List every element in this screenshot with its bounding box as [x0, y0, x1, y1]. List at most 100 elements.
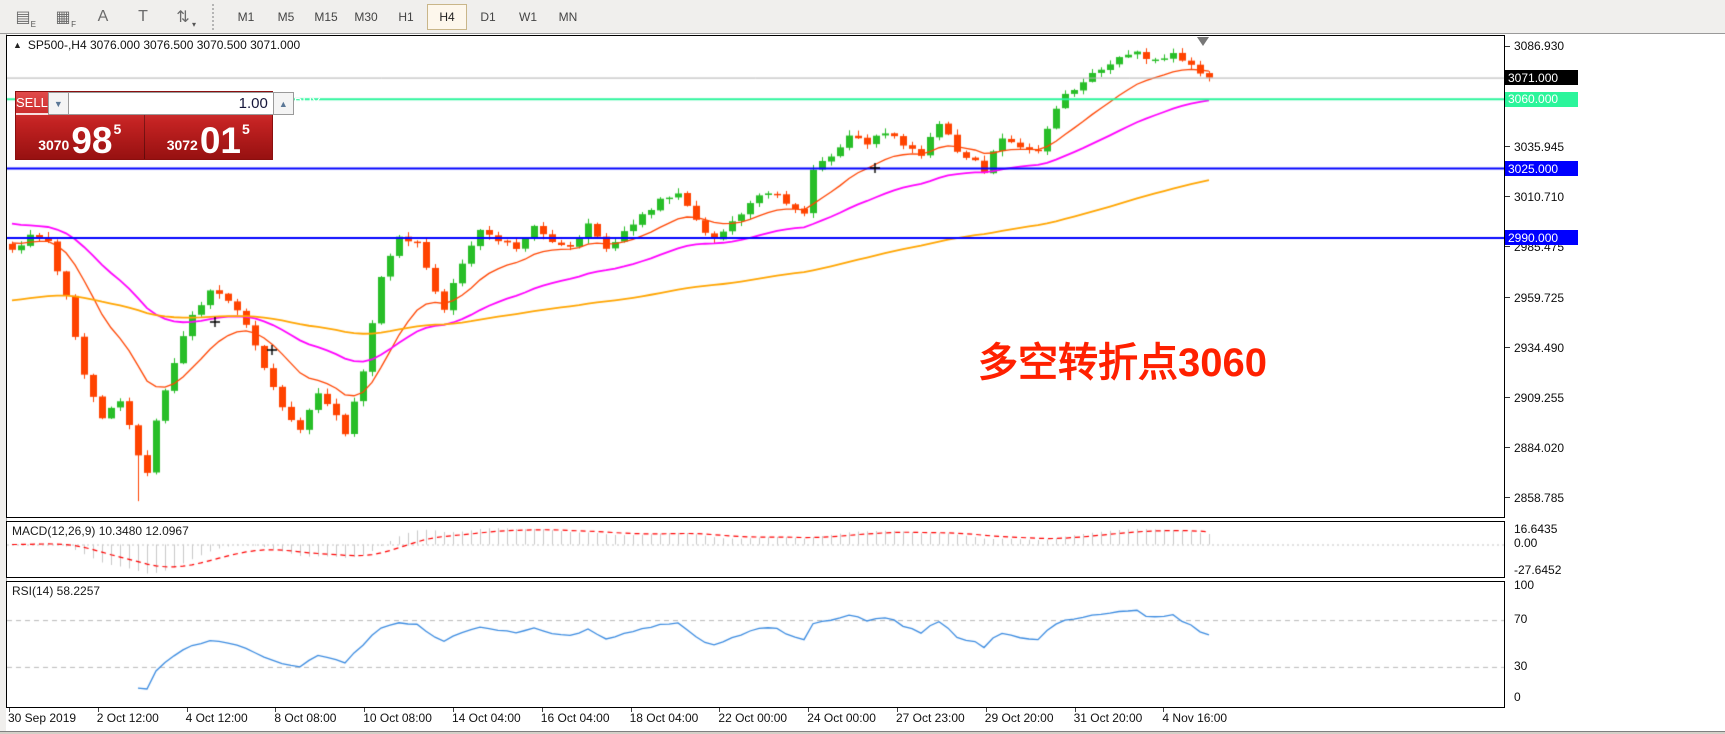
chart-style-icon-sub: E — [30, 19, 36, 29]
price-axis-tick — [1505, 397, 1510, 399]
time-axis-label: 14 Oct 04:00 — [452, 711, 521, 725]
price-axis-label: 3010.710 — [1514, 189, 1565, 204]
timeframe-m30[interactable]: M30 — [354, 9, 378, 24]
time-axis-label: 27 Oct 23:00 — [896, 711, 965, 725]
price-axis-label: 2884.020 — [1514, 440, 1565, 455]
price-axis-label: 2934.490 — [1514, 340, 1565, 355]
time-axis-label: 4 Nov 16:00 — [1162, 711, 1228, 725]
symbol-ohlc-text: SP500-,H4 3076.000 3076.500 3070.500 307… — [27, 38, 301, 52]
price-axis-label: 2909.255 — [1514, 390, 1565, 405]
volume-decrease-button[interactable]: ▼ — [47, 92, 69, 115]
order-tool-icon[interactable]: ⇅ ▾ — [170, 5, 196, 29]
price-level-box: 3060.000 — [1505, 91, 1578, 107]
indicator-axis-label: 0.00 — [1514, 536, 1538, 550]
price-level-box: 3071.000 — [1505, 70, 1578, 86]
time-axis-tick — [719, 708, 721, 712]
indicator-list-icon-sub: F — [71, 19, 76, 29]
macd-panel: MACD(12,26,9) 10.3480 12.0967 — [6, 521, 1505, 578]
time-axis-tick — [453, 708, 454, 712]
time-axis-tick — [1163, 708, 1165, 712]
trade-widget-price-row: 3070 98 5 3072 01 5 — [16, 115, 272, 159]
bid-pip-sup: 5 — [113, 121, 122, 137]
order-tool-icon-glyph: ⇅ — [176, 8, 190, 26]
timeframe-h4[interactable]: H4 — [427, 3, 467, 30]
timeframe-h1[interactable]: H1 — [398, 9, 414, 24]
macd-label: MACD(12,26,9) 10.3480 12.0967 — [12, 524, 189, 538]
text-tool-icon[interactable]: A — [90, 5, 116, 29]
toolbar-separator — [212, 3, 215, 30]
time-axis-tick — [186, 708, 188, 712]
price-axis-tick — [1505, 196, 1510, 198]
price-axis-label: 3086.930 — [1514, 39, 1565, 54]
time-axis-label: 24 Oct 00:00 — [807, 711, 876, 725]
rsi-label: RSI(14) 58.2257 — [12, 584, 101, 598]
ask-main-digits: 01 — [199, 119, 241, 161]
text-tool-icon-glyph: A — [97, 7, 109, 25]
price-axis-tick — [1505, 45, 1510, 47]
collapse-arrow-icon[interactable]: ▲ — [13, 40, 22, 50]
rsi-panel: RSI(14) 58.2257 — [6, 581, 1505, 708]
bid-price[interactable]: 3070 98 5 — [16, 115, 145, 159]
timeframe-w1[interactable]: W1 — [519, 9, 537, 24]
price-axis-tick — [1505, 246, 1510, 248]
time-axis-tick — [985, 708, 987, 712]
text-label-tool-icon[interactable]: T — [130, 5, 156, 29]
macd-canvas[interactable] — [7, 522, 1504, 577]
chart-style-icon[interactable]: ▤ E — [10, 5, 36, 29]
time-axis-tick — [897, 708, 898, 712]
one-click-trading-widget: SELL ▼ ▲ BUY 3070 98 5 3072 01 5 — [15, 91, 321, 160]
bid-main-digits: 98 — [71, 119, 113, 161]
volume-increase-button[interactable]: ▲ — [272, 92, 294, 115]
timeframe-m15[interactable]: M15 — [314, 9, 338, 24]
indicator-axis-label: 16.6435 — [1514, 522, 1558, 536]
ask-prefix: 3072 — [166, 137, 198, 153]
timeframe-m1[interactable]: M1 — [237, 9, 255, 24]
time-axis-label: 22 Oct 00:00 — [718, 711, 788, 725]
indicator-list-icon[interactable]: ▦ F — [50, 5, 76, 29]
sell-button[interactable]: SELL — [16, 92, 48, 115]
time-axis-tick — [1074, 708, 1076, 712]
time-axis-label: 18 Oct 04:00 — [629, 711, 699, 725]
volume-input[interactable] — [68, 92, 273, 115]
indicator-axis-label: 0 — [1514, 690, 1521, 704]
ask-price[interactable]: 3072 01 5 — [145, 115, 273, 159]
price-axis[interactable]: 3086.930 3035.945 3010.710 2985.475 2959.725… — [1505, 35, 1725, 732]
price-axis-label: 3035.945 — [1514, 139, 1565, 154]
price-axis-tick — [1505, 146, 1510, 148]
window-bottom-edge — [0, 731, 1725, 734]
time-axis-label: 16 Oct 04:00 — [540, 711, 610, 725]
time-axis-tick — [630, 708, 632, 712]
ask-pip-sup: 5 — [242, 121, 250, 137]
price-axis-tick — [1505, 347, 1510, 349]
rsi-canvas[interactable] — [7, 582, 1504, 707]
price-axis-tick — [1505, 297, 1510, 299]
trade-widget-top-row: SELL ▼ ▲ BUY — [16, 92, 321, 115]
time-axis-tick — [9, 708, 10, 712]
price-axis-label: 2959.725 — [1514, 290, 1565, 305]
price-axis-label: 2858.785 — [1514, 490, 1565, 505]
time-axis-tick — [97, 708, 99, 712]
chart-shift-marker-icon[interactable] — [1197, 37, 1209, 46]
time-axis-tick — [541, 708, 543, 712]
price-axis-tick — [1505, 447, 1510, 449]
timeframe-m5[interactable]: M5 — [277, 9, 295, 24]
main-chart-panel: ▲ SP500-,H4 3076.000 3076.500 3070.500 3… — [6, 35, 1505, 518]
indicator-axis-label: 70 — [1514, 612, 1528, 626]
time-axis[interactable]: 30 Sep 2019 2 Oct 12:00 4 Oct 12:00 8 Oct 0… — [6, 708, 1505, 731]
time-axis-tick — [808, 708, 810, 712]
buy-button[interactable]: BUY — [293, 92, 321, 115]
time-axis-label: 31 Oct 20:00 — [1073, 711, 1143, 725]
timeframe-d1[interactable]: D1 — [480, 9, 496, 24]
symbol-info: ▲ SP500-,H4 3076.000 3076.500 3070.500 3… — [13, 38, 300, 52]
timeframe-mn[interactable]: MN — [558, 9, 578, 24]
time-axis-label: 2 Oct 12:00 — [96, 711, 159, 725]
main-toolbar: ▤ E ▦ F A T ⇅ ▾ M1 M5 M15 M30 H1 H4 D1 W1 MN — [0, 0, 1725, 34]
time-axis-label: 29 Oct 20:00 — [984, 711, 1054, 725]
time-axis-tick — [275, 708, 277, 712]
chart-style-icon-glyph: ▤ — [15, 8, 31, 26]
indicator-axis-label: 30 — [1514, 659, 1528, 673]
indicator-axis-label: -27.6452 — [1514, 563, 1562, 577]
price-level-box: 2990.000 — [1505, 230, 1578, 246]
toolbar-icon-group: ▤ E ▦ F A T ⇅ ▾ — [0, 5, 196, 29]
